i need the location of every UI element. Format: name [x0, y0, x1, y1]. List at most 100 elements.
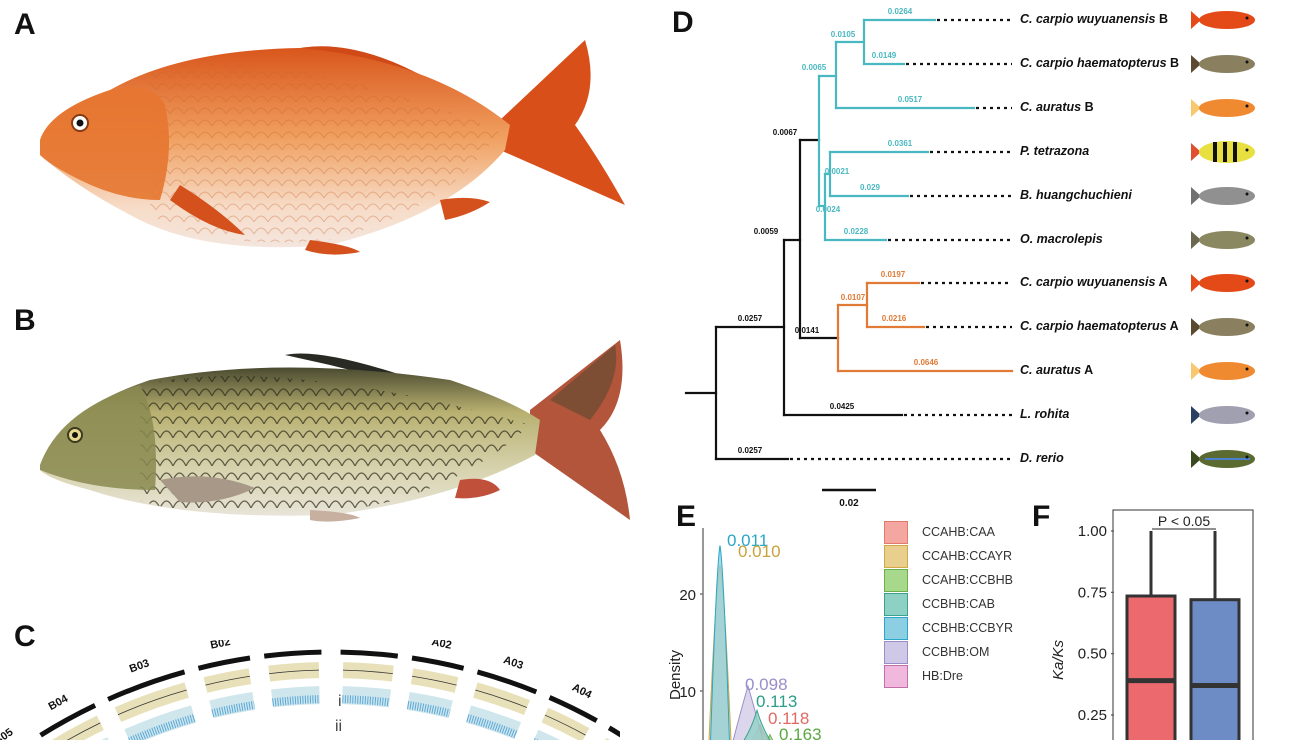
species-binomial: C. auratus	[1020, 363, 1082, 377]
branch-length-label: 0.0105	[831, 30, 856, 39]
chromosome-label: B02	[209, 640, 231, 652]
track-ii-bars	[466, 714, 518, 739]
track-i-line	[475, 689, 528, 708]
track-i-line	[269, 669, 319, 675]
chromosome-arc	[263, 649, 322, 659]
track-ii-segment	[406, 692, 453, 719]
density-legend: CCAHB:CAA CCAHB:CCAYR CCAHB:CCBHB CCBHB:CAB…	[884, 520, 1013, 688]
fish-eye	[1245, 367, 1249, 371]
chromosome-label: B03	[128, 657, 151, 675]
scale-bar-label: 0.02	[839, 498, 859, 509]
fish-body	[1199, 99, 1255, 117]
track-i-line	[343, 669, 393, 675]
track-i-line	[205, 675, 250, 686]
peak-label: 0.118	[768, 709, 809, 728]
tail-fin	[500, 40, 625, 205]
branch-length-label: 0.0067	[773, 128, 798, 137]
fish-icon	[1191, 406, 1255, 424]
track-i-line	[412, 675, 457, 686]
fish-eye	[1245, 148, 1249, 152]
subgenome-suffix: A	[1081, 363, 1094, 377]
y-tick-label: 1.00	[1078, 523, 1107, 540]
legend-label: CCBHB:CAB	[922, 597, 995, 611]
species-name: C. auratus B	[1020, 100, 1094, 114]
fish-body	[1199, 11, 1255, 29]
chromosome-arc	[411, 655, 465, 671]
species-binomial: C. carpio wuyuanensis	[1020, 275, 1156, 289]
fish-tail	[1191, 318, 1201, 336]
fish-tail	[1191, 187, 1201, 205]
chromosome-label: A03	[502, 654, 525, 672]
branch-length-label: 0.0257	[738, 314, 763, 323]
branch-length-label: 0.0646	[914, 358, 939, 367]
fish-eye	[1245, 236, 1249, 240]
legend-label: CCAHB:CCBHB	[922, 573, 1013, 587]
track-label-i: i	[338, 693, 342, 710]
chromosome-arc	[39, 703, 97, 738]
peak-label: 0.010	[738, 542, 781, 561]
fish-tail	[1191, 11, 1201, 29]
anal-fin	[440, 197, 490, 220]
peak-label: 0.113	[756, 692, 797, 711]
kaks-boxplot: 0.25 0.50 0.75 1.00 Ka/Ks P < 0.05	[1050, 509, 1254, 740]
branch-length-label: 0.0059	[754, 227, 779, 236]
panel-label-d: D	[672, 6, 694, 39]
fish-icon	[1191, 318, 1255, 336]
chromosome-arc	[340, 649, 399, 659]
species-name: D. rerio	[1020, 451, 1064, 465]
tip-fish-icons	[1191, 11, 1255, 468]
fish-eye	[1245, 16, 1249, 20]
fish-tail	[1191, 274, 1201, 292]
chromosome-arc	[476, 669, 538, 695]
legend-label: CCAHB:CCAYR	[922, 549, 1013, 563]
panel-label-b: B	[14, 304, 36, 337]
fish-tail	[1191, 450, 1201, 468]
species-name: C. carpio haematopterus B	[1020, 56, 1179, 70]
legend-item: CCBHB:CAB	[884, 592, 1013, 616]
phylogenetic-tree: 0.0264 0.0149 0.0105 0.0517 0.0065 0.0361 0.00…	[684, 7, 1014, 509]
fish-tail	[1191, 99, 1201, 117]
branch-length-label: 0.0107	[841, 293, 866, 302]
track-ii-bars	[407, 700, 451, 718]
track-label-ii: ii	[335, 718, 342, 735]
fish-tail	[1191, 231, 1201, 249]
chromosome-arc	[548, 695, 598, 723]
species-name: C. auratus A	[1020, 363, 1093, 377]
chromosome-label: A02	[431, 640, 453, 652]
branch-length-label: 0.0197	[881, 270, 906, 279]
legend-swatch	[884, 616, 908, 640]
peak-label: 0.011	[727, 531, 768, 550]
y-tick-label: 0.25	[1078, 707, 1107, 724]
y-tick-label: 20	[679, 587, 696, 604]
species-binomial: D. rerio	[1020, 451, 1064, 465]
species-binomial: B. huangchuchieni	[1020, 188, 1132, 202]
y-axis-label: Ka/Ks	[1050, 639, 1067, 680]
species-binomial: P. tetrazona	[1020, 144, 1090, 158]
fish-stripe	[1233, 142, 1237, 162]
chromosome-arc	[107, 669, 186, 702]
track-ii-segment	[124, 705, 197, 740]
legend-swatch	[884, 640, 908, 664]
fish-icon	[1191, 450, 1255, 468]
branch-length-label: 0.0216	[882, 314, 907, 323]
legend-label: CCBHB:OM	[922, 645, 990, 659]
branch-length-label: 0.0257	[738, 446, 763, 455]
legend-swatch	[884, 664, 908, 688]
fish-icon	[1191, 55, 1255, 73]
track-ii-bars	[211, 700, 255, 718]
branch-length-label: 0.029	[860, 183, 881, 192]
track-ii-segment	[465, 705, 522, 740]
chromosome-arc	[197, 655, 251, 671]
species-binomial: L. rohita	[1020, 407, 1070, 421]
fish-eye	[1245, 455, 1249, 459]
species-binomial: C. auratus	[1020, 100, 1082, 114]
legend-swatch	[884, 568, 908, 592]
chromosome-label: B04	[47, 692, 71, 713]
fish-body	[1199, 231, 1255, 249]
branch-length-label: 0.0141	[795, 326, 820, 335]
panel-label-c: C	[14, 620, 36, 653]
fish-eye	[1245, 323, 1249, 327]
box-body	[1189, 598, 1241, 740]
fish-body	[1199, 362, 1255, 380]
